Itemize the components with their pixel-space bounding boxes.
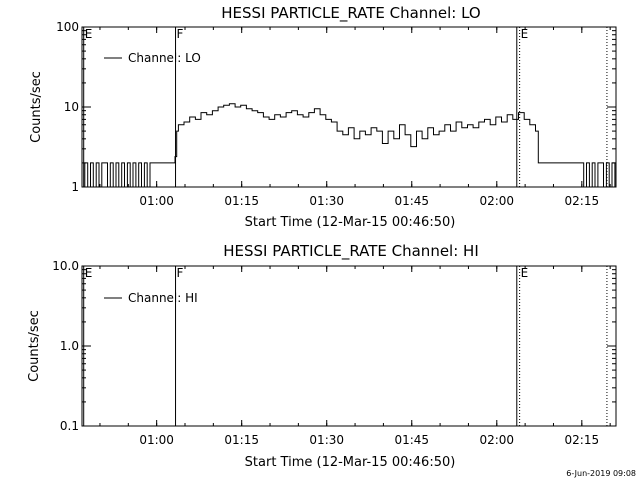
x-tick-label: 02:15	[565, 433, 600, 447]
event-marker-label: F	[177, 266, 184, 280]
x-axis-label-hi: Start Time (12-Mar-15 00:46:50)	[245, 455, 456, 470]
y-axis-label-hi: Counts/sec	[27, 310, 42, 382]
footer-timestamp: 6-Jun-2019 09:08	[566, 469, 636, 478]
y-tick-label: 10.0	[52, 259, 79, 273]
chart-title-hi: HESSI PARTICLE_RATE Channel: HI	[223, 242, 479, 261]
x-tick-label: 01:15	[224, 194, 259, 208]
event-marker-label: E	[85, 266, 93, 280]
event-marker-label: E	[521, 266, 529, 280]
legend-label-lo: Channel: LO	[128, 51, 201, 65]
x-tick-label: 01:45	[394, 433, 429, 447]
y-tick-label: 0.1	[60, 419, 79, 433]
x-tick-label: 01:15	[224, 433, 259, 447]
x-tick-label: 01:00	[139, 194, 174, 208]
x-tick-label: 02:15	[565, 194, 600, 208]
axis-ticks-lo: 01:00 01:15 01:30 01:45 02:00 02:15 1 10 100	[56, 20, 616, 208]
legend-label-hi: Channel: HI	[128, 291, 198, 305]
x-tick-label: 01:30	[309, 433, 344, 447]
x-tick-label: 02:00	[479, 433, 514, 447]
y-tick-label: 1.0	[60, 339, 79, 353]
axis-ticks-hi: 01:00 01:15 01:30 01:45 02:00 02:15 0.1 1.0 10.0	[52, 259, 616, 447]
x-axis-label-lo: Start Time (12-Mar-15 00:46:50)	[245, 215, 456, 230]
x-tick-label: 01:00	[139, 433, 174, 447]
x-tick-label: 01:30	[309, 194, 344, 208]
y-axis-label-lo: Counts/sec	[29, 71, 44, 143]
series-line-lo	[82, 103, 616, 188]
chart-panel-hi: HESSI PARTICLE_RATE Channel: HI 01:00 01:…	[27, 242, 617, 470]
x-tick-label: 02:00	[479, 194, 514, 208]
plot-frame-hi	[81, 265, 617, 427]
event-marker-label: E	[521, 27, 529, 41]
y-tick-label: 100	[56, 20, 79, 34]
x-tick-label: 01:45	[394, 194, 429, 208]
y-tick-label: 10	[64, 100, 79, 114]
event-marker-label: E	[85, 27, 93, 41]
chart-panel-lo: HESSI PARTICLE_RATE Channel: LO 01:00 01:…	[29, 4, 617, 230]
y-tick-label: 1	[71, 180, 79, 194]
chart-title-lo: HESSI PARTICLE_RATE Channel: LO	[221, 4, 480, 23]
event-marker-label: F	[177, 27, 184, 41]
